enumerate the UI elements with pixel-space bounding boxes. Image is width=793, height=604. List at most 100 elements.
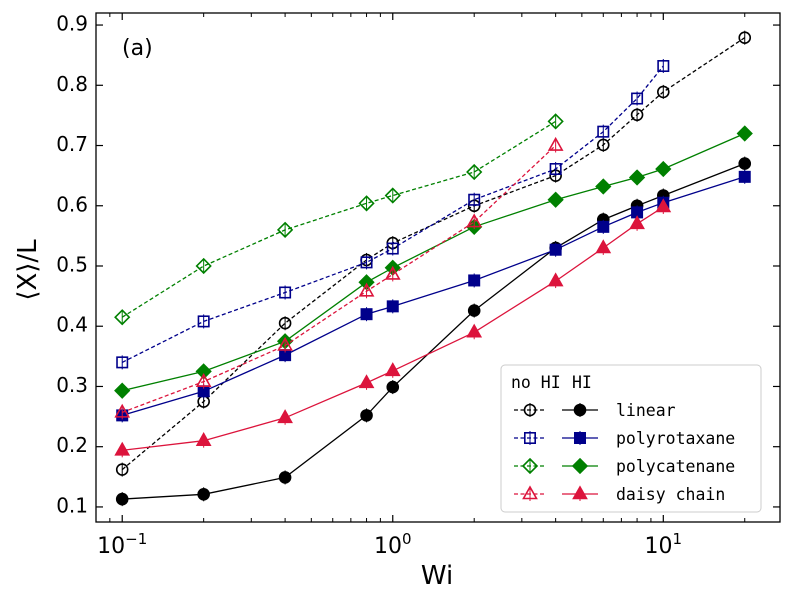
- data-point: [114, 441, 131, 456]
- data-point: [656, 85, 670, 99]
- data-point: [596, 138, 610, 152]
- y-tick-label: 0.4: [56, 313, 88, 337]
- x-tick-label: 100: [374, 530, 412, 559]
- legend: no HI HI linear polyrotaxane polycatenane d…: [500, 364, 762, 513]
- data-point: [547, 191, 564, 208]
- data-point: [384, 362, 401, 377]
- ticks-layer: [96, 13, 780, 522]
- data-point: [277, 336, 293, 351]
- data-point: [738, 31, 752, 44]
- data-point: [597, 220, 610, 233]
- legend-header-hi: HI: [572, 373, 592, 392]
- series-line: [121, 145, 557, 414]
- legend-item-polycatenane: polycatenane: [514, 457, 735, 476]
- data-point: [595, 239, 612, 254]
- y-tick-label: 0.6: [56, 192, 88, 216]
- plot-frame: [95, 12, 781, 523]
- data-point: [115, 492, 129, 506]
- series-daisy-chain-hi: [114, 198, 672, 458]
- data-point: [597, 125, 610, 138]
- data-point: [114, 403, 131, 418]
- series-polyrotaxane-hi: [116, 169, 751, 423]
- data-point: [277, 409, 293, 424]
- legend-marker-no-hi: [521, 457, 539, 475]
- series-daisy-chain-no-hi: [114, 136, 564, 420]
- y-tick-label: 0.9: [56, 12, 88, 36]
- data-point: [384, 265, 401, 280]
- series-line: [122, 206, 664, 451]
- legend-item-linear: linear: [514, 401, 676, 420]
- legend-marker-hi: [573, 403, 587, 417]
- data-point: [655, 198, 672, 213]
- data-point: [278, 316, 292, 330]
- data-point: [115, 463, 129, 476]
- data-point: [467, 304, 481, 317]
- data-point: [657, 60, 670, 73]
- data-point: [466, 163, 483, 181]
- y-tick-label: 0.8: [56, 72, 88, 96]
- series-polycatenane-no-hi: [114, 113, 564, 326]
- data-point: [279, 286, 292, 299]
- data-point: [360, 409, 373, 422]
- y-tick-label: 0.3: [56, 373, 88, 397]
- y-tick-label: 0.7: [56, 132, 88, 156]
- data-point: [466, 213, 483, 228]
- legend-label: polyrotaxane: [616, 429, 735, 448]
- data-point: [278, 471, 292, 484]
- legend-box: [500, 364, 762, 513]
- legend-marker-hi: [573, 431, 586, 444]
- data-point: [468, 193, 481, 206]
- data-point: [386, 380, 400, 394]
- x-tick-label: 10−1: [97, 530, 147, 559]
- data-point: [468, 274, 481, 287]
- legend-label: polycatenane: [616, 457, 735, 476]
- data-point: [628, 169, 646, 186]
- series-polyrotaxane-no-hi: [116, 59, 670, 370]
- x-axis-label: Wi: [421, 561, 453, 591]
- data-point: [358, 282, 375, 297]
- data-point: [738, 170, 751, 183]
- data-point: [547, 272, 564, 287]
- data-point: [630, 108, 644, 122]
- legend-marker-no-hi: [522, 485, 538, 500]
- data-point: [114, 382, 131, 399]
- y-tick-label: 0.5: [56, 252, 88, 276]
- data-point: [195, 373, 212, 387]
- legend-marker-hi: [572, 485, 588, 500]
- data-point: [360, 308, 373, 321]
- data-point: [358, 195, 375, 212]
- series-line: [121, 120, 556, 318]
- y-tick-label: 0.2: [56, 433, 88, 457]
- data-point: [595, 178, 612, 195]
- series-polycatenane-hi: [114, 125, 753, 399]
- data-point: [195, 432, 212, 446]
- data-point: [549, 163, 562, 176]
- legend-header-no-hi: no HI: [511, 373, 561, 392]
- legend-label: linear: [616, 401, 676, 420]
- data-point: [384, 187, 401, 204]
- series-line: [121, 65, 664, 363]
- legend-marker-no-hi: [523, 403, 537, 417]
- data-point: [276, 221, 294, 238]
- data-point: [114, 309, 131, 326]
- panel-label: (a): [122, 36, 153, 61]
- data-point: [386, 242, 399, 255]
- data-point: [631, 92, 644, 105]
- labels-layer: (a) Wi ⟨X⟩/L 0.1 0.2 0.3 0.4 0.5 0.6 0.7 0.8 0.9…: [13, 12, 682, 591]
- data-point: [738, 157, 752, 170]
- data-point: [466, 323, 483, 338]
- legend-marker-no-hi: [523, 431, 536, 444]
- data-point: [736, 125, 753, 142]
- legend-item-daisy-chain: daisy chain: [514, 485, 725, 504]
- data-point: [195, 257, 212, 275]
- data-point: [116, 356, 129, 369]
- data-point: [197, 315, 210, 328]
- data-point: [549, 243, 562, 256]
- x-tick-label: 101: [645, 530, 683, 559]
- data-point: [358, 374, 375, 389]
- data-point: [655, 160, 672, 178]
- legend-label: daisy chain: [616, 485, 725, 504]
- series-layer: [114, 30, 753, 507]
- data-point: [629, 215, 645, 230]
